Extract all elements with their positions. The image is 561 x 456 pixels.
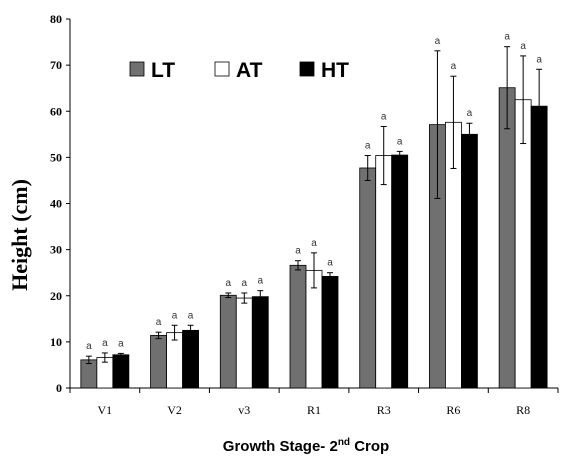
legend-swatch-ht: [300, 62, 314, 76]
bar-ht-v1: [113, 355, 129, 388]
significance-label: a: [435, 36, 441, 47]
y-tick-label: 70: [50, 58, 62, 72]
bar-lt-v1: [81, 360, 97, 388]
legend-label-lt: LT: [151, 59, 175, 82]
significance-label: a: [381, 111, 387, 122]
y-tick-label: 10: [50, 335, 62, 349]
bar-at-r3: [376, 156, 392, 388]
y-tick-label: 80: [50, 12, 62, 26]
x-axis-title-suffix: Crop: [350, 438, 389, 455]
significance-label: a: [242, 278, 248, 289]
y-axis-title: Height (cm): [7, 179, 32, 291]
legend-swatch-lt: [130, 62, 144, 76]
significance-label: a: [520, 41, 526, 52]
x-tick-label: V2: [167, 403, 182, 417]
bar-lt-r1: [290, 265, 306, 388]
x-axis-title: Growth Stage- 2nd Crop: [223, 437, 389, 455]
bar-at-v2: [167, 333, 183, 388]
bar-lt-r8: [499, 88, 515, 388]
significance-label: a: [156, 317, 162, 328]
significance-label: a: [102, 338, 108, 349]
x-tick-label: R1: [307, 403, 321, 417]
y-tick-label: 50: [50, 150, 62, 164]
legend-label-at: AT: [236, 59, 263, 82]
legend: LT AT HT: [130, 59, 349, 82]
bar-at-v3: [236, 298, 252, 388]
y-tick-label: 30: [50, 243, 62, 257]
bar-ht-r3: [392, 155, 408, 388]
x-tick-label: R6: [446, 403, 460, 417]
significance-label: a: [172, 310, 178, 321]
bar-lt-r3: [360, 168, 376, 388]
x-tick-label: R3: [377, 403, 391, 417]
significance-label: a: [86, 341, 92, 352]
significance-label: a: [504, 32, 510, 43]
y-tick-label: 20: [50, 289, 62, 303]
significance-label: a: [226, 278, 232, 289]
y-tick-label: 0: [56, 381, 62, 395]
bar-lt-v3: [220, 295, 236, 388]
legend-swatch-at: [215, 62, 229, 76]
significance-label: a: [295, 246, 301, 257]
significance-label: a: [258, 276, 264, 287]
x-axis: V1 V2 v3 R1 R3 R6 R8: [70, 388, 558, 417]
significance-label: a: [365, 141, 371, 152]
significance-label: a: [397, 136, 403, 147]
bar-ht-r6: [461, 134, 477, 388]
x-tick-label: V1: [98, 403, 113, 417]
bar-ht-v2: [183, 330, 199, 388]
y-tick-label: 60: [50, 104, 62, 118]
x-tick-label: v3: [238, 403, 250, 417]
significance-label: a: [327, 258, 333, 269]
legend-label-ht: HT: [321, 59, 349, 82]
y-tick-label: 40: [50, 197, 62, 211]
bar-lt-v2: [151, 335, 167, 388]
y-axis: 0 10 20 30 40 50 60 70 80: [50, 12, 70, 395]
significance-label: a: [536, 54, 542, 65]
significance-label: a: [118, 338, 124, 349]
x-axis-title-superscript: nd: [338, 437, 350, 448]
bar-ht-v3: [252, 297, 268, 388]
significance-label: a: [311, 238, 317, 249]
bar-ht-r1: [322, 276, 338, 388]
significance-label: a: [467, 108, 473, 119]
x-axis-title-main: Growth Stage- 2: [223, 438, 338, 455]
bar-ht-r8: [531, 106, 547, 388]
x-tick-label: R8: [516, 403, 530, 417]
significance-label: a: [188, 310, 194, 321]
significance-label: a: [451, 61, 457, 72]
